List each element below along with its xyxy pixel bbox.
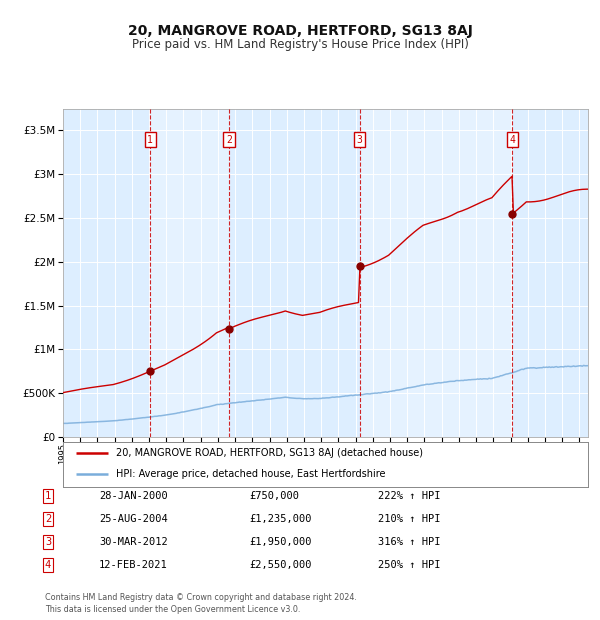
Text: 25-AUG-2004: 25-AUG-2004 <box>99 514 168 524</box>
Text: 30-MAR-2012: 30-MAR-2012 <box>99 537 168 547</box>
Text: 210% ↑ HPI: 210% ↑ HPI <box>378 514 440 524</box>
Bar <box>360 108 512 437</box>
Bar <box>150 108 229 437</box>
Text: £2,550,000: £2,550,000 <box>249 560 311 570</box>
Text: 2: 2 <box>45 514 51 524</box>
Text: 28-JAN-2000: 28-JAN-2000 <box>99 491 168 501</box>
Text: Contains HM Land Registry data © Crown copyright and database right 2024.
This d: Contains HM Land Registry data © Crown c… <box>45 593 357 614</box>
Text: 3: 3 <box>45 537 51 547</box>
Text: HPI: Average price, detached house, East Hertfordshire: HPI: Average price, detached house, East… <box>115 469 385 479</box>
Text: 20, MANGROVE ROAD, HERTFORD, SG13 8AJ: 20, MANGROVE ROAD, HERTFORD, SG13 8AJ <box>128 24 472 38</box>
Text: 2: 2 <box>226 135 232 144</box>
Text: 4: 4 <box>509 135 515 144</box>
Text: £750,000: £750,000 <box>249 491 299 501</box>
Text: £1,235,000: £1,235,000 <box>249 514 311 524</box>
Text: 12-FEB-2021: 12-FEB-2021 <box>99 560 168 570</box>
Text: 3: 3 <box>357 135 362 144</box>
Text: Price paid vs. HM Land Registry's House Price Index (HPI): Price paid vs. HM Land Registry's House … <box>131 38 469 51</box>
Text: £1,950,000: £1,950,000 <box>249 537 311 547</box>
Text: 250% ↑ HPI: 250% ↑ HPI <box>378 560 440 570</box>
Text: 316% ↑ HPI: 316% ↑ HPI <box>378 537 440 547</box>
Text: 1: 1 <box>148 135 153 144</box>
Text: 222% ↑ HPI: 222% ↑ HPI <box>378 491 440 501</box>
Text: 1: 1 <box>45 491 51 501</box>
Text: 4: 4 <box>45 560 51 570</box>
Text: 20, MANGROVE ROAD, HERTFORD, SG13 8AJ (detached house): 20, MANGROVE ROAD, HERTFORD, SG13 8AJ (d… <box>115 448 422 458</box>
